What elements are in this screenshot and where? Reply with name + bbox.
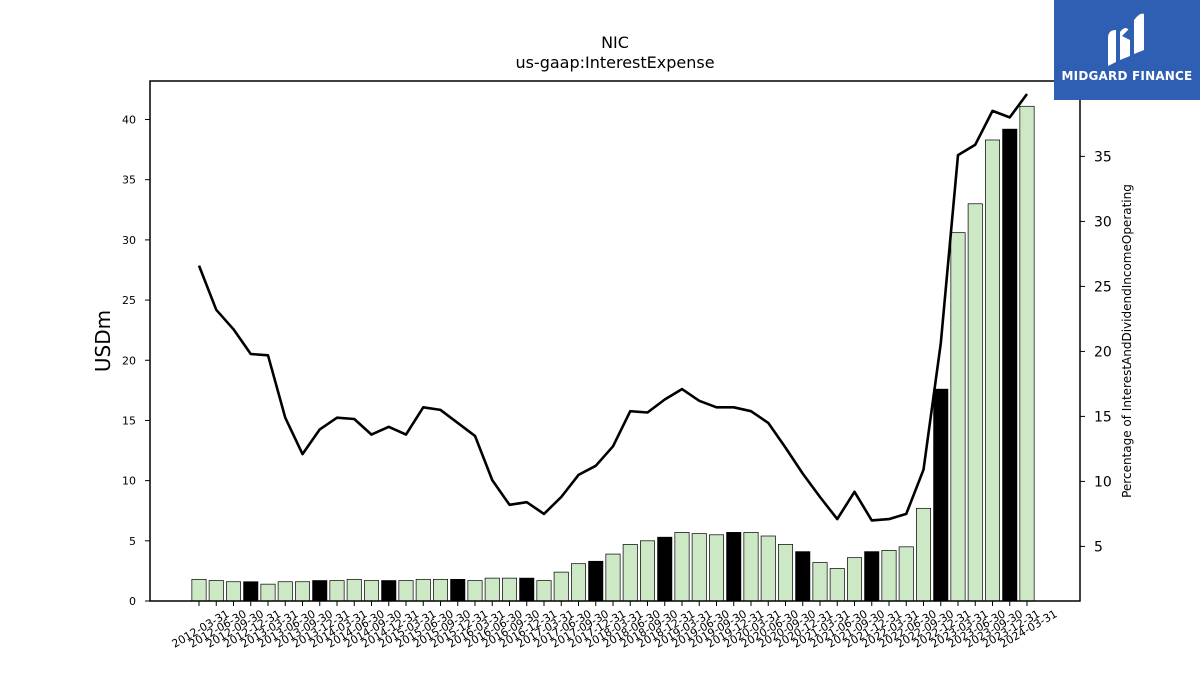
bar-2013-09-30 — [295, 581, 311, 602]
y-axis-label: USDm — [91, 310, 115, 372]
y-tick-label: 20 — [122, 354, 136, 367]
y2-tick-label: 10 — [1094, 474, 1112, 490]
bar-2017-09-30 — [570, 563, 586, 602]
y2-tick-label: 35 — [1094, 149, 1112, 165]
y2-tick-label: 15 — [1094, 409, 1112, 425]
bar-2022-12-31 — [933, 388, 949, 602]
bar-2024-03-31 — [1019, 105, 1035, 602]
bar-2018-09-30 — [639, 540, 655, 602]
line-series — [197, 93, 1029, 522]
bar-2015-06-30 — [415, 578, 431, 602]
bar-2023-09-30 — [984, 139, 1000, 602]
y-tick-label: 40 — [122, 114, 136, 127]
bar-2021-09-30 — [846, 557, 862, 602]
chart-title: NIC — [601, 33, 629, 52]
bar-2018-03-31 — [605, 553, 621, 602]
y2-axis-label: Percentage of InterestAndDividendIncomeO… — [1120, 184, 1134, 498]
logo-text: MIDGARD FINANCE — [1061, 69, 1193, 83]
bar-2018-06-30 — [622, 544, 638, 602]
bar-2017-03-31 — [536, 580, 552, 602]
midgard-logo-icon — [1108, 13, 1144, 66]
bar-2014-06-30 — [346, 578, 362, 602]
x-axis: 2012-03-312012-06-302012-09-302012-12-31… — [170, 601, 1060, 651]
bar-2012-03-31 — [191, 578, 207, 602]
y-tick-label: 35 — [122, 174, 136, 187]
bar-2013-06-30 — [277, 581, 293, 602]
bar-2016-06-30 — [484, 577, 500, 602]
bar-2017-06-30 — [553, 571, 569, 602]
chart-subtitle: us-gaap:InterestExpense — [515, 53, 714, 72]
bar-2012-06-30 — [208, 580, 224, 602]
plot-frame — [149, 80, 1081, 602]
y-tick-label: 30 — [122, 234, 136, 247]
bar-2015-09-30 — [433, 578, 449, 602]
bar-2019-03-31 — [674, 532, 690, 602]
bar-2023-12-31 — [1002, 128, 1018, 602]
bar-2021-06-30 — [829, 568, 845, 602]
bar-2023-03-31 — [950, 232, 966, 602]
bar-2022-03-31 — [881, 550, 897, 602]
midgard-finance-logo: MIDGARD FINANCE — [1054, 0, 1200, 100]
y2-tick-label: 20 — [1094, 344, 1112, 360]
bar-2022-09-30 — [915, 507, 931, 602]
bar-series — [191, 105, 1035, 602]
y-tick-label: 0 — [129, 595, 136, 608]
bar-2021-12-31 — [864, 551, 880, 602]
bar-2012-09-30 — [226, 581, 242, 602]
bar-2014-12-31 — [381, 580, 397, 602]
bar-2020-12-31 — [795, 551, 811, 602]
bar-2021-03-31 — [812, 562, 828, 602]
bar-2023-06-30 — [967, 203, 983, 602]
line-series-group — [197, 93, 1029, 522]
bar-2016-09-30 — [502, 577, 518, 602]
bar-2013-12-31 — [312, 580, 328, 602]
bar-2020-09-30 — [777, 544, 793, 602]
bar-2018-12-31 — [657, 536, 673, 602]
y-tick-label: 5 — [129, 535, 136, 548]
bar-2015-12-31 — [450, 578, 466, 602]
bar-2016-12-31 — [519, 577, 535, 602]
bar-2013-03-31 — [260, 583, 276, 602]
bar-2014-03-31 — [329, 580, 345, 602]
y2-tick-label: 5 — [1094, 539, 1103, 555]
bar-2015-03-31 — [398, 580, 414, 602]
bar-2014-09-30 — [364, 580, 380, 602]
y-tick-label: 15 — [122, 414, 136, 427]
y-tick-label: 25 — [122, 294, 136, 307]
bar-2019-12-31 — [726, 532, 742, 602]
bar-2022-06-30 — [898, 546, 914, 602]
y-axis-left: 0 5 10 15 20 25 30 35 40 — [122, 114, 150, 608]
bar-2012-12-31 — [243, 581, 259, 602]
y2-tick-label: 25 — [1094, 279, 1112, 295]
bar-2016-03-31 — [467, 580, 483, 602]
bar-2020-06-30 — [760, 535, 776, 602]
bar-2019-09-30 — [708, 534, 724, 602]
bar-2017-12-31 — [588, 560, 604, 602]
y-tick-label: 10 — [122, 475, 136, 488]
bar-2019-06-30 — [691, 533, 707, 602]
y2-tick-label: 30 — [1094, 214, 1112, 230]
bar-2020-03-31 — [743, 532, 759, 602]
